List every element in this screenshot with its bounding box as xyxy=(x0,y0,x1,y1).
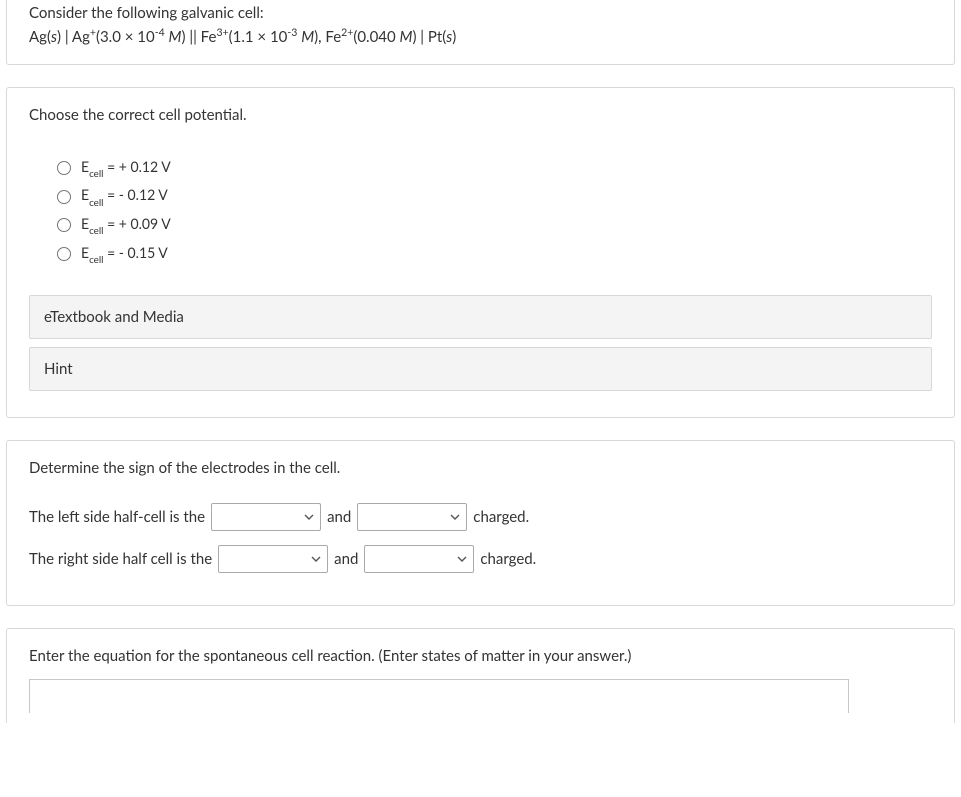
q2-row2-select-2[interactable] xyxy=(364,545,474,573)
intro-line-2: Ag(s) | Ag+(3.0 × 10-4 M) || Fe3+(1.1 × … xyxy=(29,25,932,49)
q2-row-1: The left side half-cell is the and charg… xyxy=(29,503,932,531)
q3-prompt: Enter the equation for the spontaneous c… xyxy=(29,647,932,665)
q1-option-1-label: Ecell = + 0.12 V xyxy=(81,158,171,179)
chevron-down-icon xyxy=(450,512,460,522)
q2-row2-mid: and xyxy=(334,550,358,568)
q1-options-group: Ecell = + 0.12 V Ecell = - 0.12 V Ecell … xyxy=(29,158,932,265)
q1-option-3[interactable]: Ecell = + 0.09 V xyxy=(57,215,932,236)
question-intro-panel: Consider the following galvanic cell: Ag… xyxy=(6,0,955,65)
q2-row2-select-1[interactable] xyxy=(218,545,328,573)
q2-panel: Determine the sign of the electrodes in … xyxy=(6,440,955,606)
q2-row1-mid: and xyxy=(327,508,351,526)
q1-radio-1[interactable] xyxy=(57,161,71,175)
q2-prompt: Determine the sign of the electrodes in … xyxy=(29,459,932,477)
intro-line-1: Consider the following galvanic cell: xyxy=(29,2,932,25)
q1-option-3-label: Ecell = + 0.09 V xyxy=(81,215,171,236)
q1-radio-4[interactable] xyxy=(57,247,71,261)
q1-prompt: Choose the correct cell potential. xyxy=(29,106,932,124)
q2-row-2: The right side half cell is the and char… xyxy=(29,545,932,573)
q1-radio-3[interactable] xyxy=(57,218,71,232)
q2-row1-select-1[interactable] xyxy=(211,503,321,531)
q1-option-2-label: Ecell = - 0.12 V xyxy=(81,186,168,207)
chevron-down-icon xyxy=(304,512,314,522)
hint-accordion[interactable]: Hint xyxy=(29,347,932,391)
equation-input[interactable] xyxy=(29,679,849,713)
q2-row1-post: charged. xyxy=(473,508,529,526)
q3-panel: Enter the equation for the spontaneous c… xyxy=(6,628,955,723)
q1-panel: Choose the correct cell potential. Ecell… xyxy=(6,87,955,418)
q2-row1-select-2[interactable] xyxy=(357,503,467,531)
q2-row2-post: charged. xyxy=(480,550,536,568)
q1-radio-2[interactable] xyxy=(57,190,71,204)
q1-option-4[interactable]: Ecell = - 0.15 V xyxy=(57,244,932,265)
q1-option-2[interactable]: Ecell = - 0.12 V xyxy=(57,186,932,207)
chevron-down-icon xyxy=(311,554,321,564)
q2-row2-pre: The right side half cell is the xyxy=(29,550,212,568)
q1-option-4-label: Ecell = - 0.15 V xyxy=(81,244,168,265)
etextbook-accordion[interactable]: eTextbook and Media xyxy=(29,295,932,339)
q2-row1-pre: The left side half-cell is the xyxy=(29,508,205,526)
chevron-down-icon xyxy=(457,554,467,564)
q1-option-1[interactable]: Ecell = + 0.12 V xyxy=(57,158,932,179)
